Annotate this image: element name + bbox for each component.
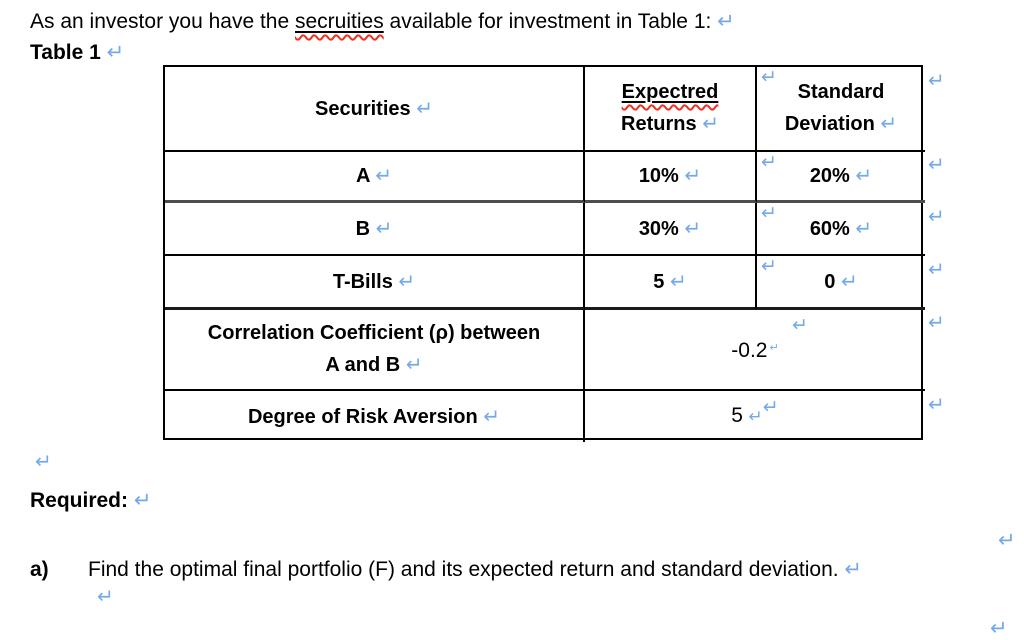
header-deviation-text: Deviation <box>784 113 875 135</box>
row-end-return-mark-icon: ↵ <box>928 204 945 228</box>
header-cell-standard-deviation: ↵ Standard Deviation ↵ <box>757 67 925 152</box>
row-end-return-mark-icon: ↵ <box>928 68 945 92</box>
row-tbills-security-cell: T-Bills ↵ <box>165 256 585 310</box>
risk-aversion-label: Degree of Risk Aversion <box>247 405 478 428</box>
return-mark-icon: ↵ <box>398 268 416 293</box>
securities-table: Securities ↵ Expectred Returns ↵ ↵ Stand… <box>163 65 925 442</box>
intro-line: As an investor you have the secruities a… <box>30 8 735 35</box>
correlation-label-cell: Correlation Coefficient (ρ) between A an… <box>165 310 585 391</box>
return-value: 10% <box>638 165 679 187</box>
row-b-return-cell: 30% ↵ <box>585 203 757 256</box>
stddev-value: 60% <box>809 217 850 240</box>
row-b-stddev-cell: ↵ 60% ↵ <box>757 203 925 256</box>
item-a-text: Find the optimal final portfolio (F) and… <box>88 558 845 581</box>
row-end-return-mark-icon: ↵ <box>928 152 945 176</box>
return-mark-icon: ↵ <box>748 407 763 427</box>
return-mark-icon: ↵ <box>669 268 687 293</box>
misspelled-header-word: Expectred <box>621 81 719 103</box>
cell-corner-return-mark-icon: ↵ <box>761 202 777 224</box>
correlation-label-line1: Correlation Coefficient (ρ) between <box>207 322 541 344</box>
security-label: A <box>355 165 370 187</box>
header-cell-expected-returns: Expectred Returns ↵ <box>585 67 757 152</box>
row-a-stddev-cell: ↵ 20% ↵ <box>757 152 925 203</box>
correlation-label-line2: A and B <box>325 354 401 376</box>
row-end-return-mark-icon: ↵ <box>928 257 945 281</box>
risk-aversion-value: 5 <box>731 404 743 427</box>
stddev-value: 20% <box>809 165 850 187</box>
return-mark-icon: ↵ <box>855 215 873 240</box>
required-heading: Required: ↵ <box>30 487 151 514</box>
return-mark-icon: ↵ <box>133 488 152 512</box>
header-standard-text: Standard <box>797 81 885 103</box>
row-tbills-return-cell: 5 ↵ <box>585 256 757 310</box>
return-mark-icon: ↵ <box>405 352 423 376</box>
row-end-return-mark-icon: ↵ <box>928 392 945 416</box>
return-mark-icon: ↵ <box>684 163 702 187</box>
row-b-security-cell: B ↵ <box>165 203 585 256</box>
paragraph-return-mark-icon: ↵ <box>35 449 52 473</box>
return-mark-icon: ↵ <box>375 215 393 240</box>
row-end-return-mark-icon: ↵ <box>928 310 945 334</box>
item-a-marker: a) <box>30 558 49 581</box>
security-label: T-Bills <box>332 270 393 293</box>
paragraph-return-mark-icon: ↵ <box>990 616 1008 640</box>
table-caption-text: Table 1 <box>30 41 101 64</box>
return-mark-icon: ↵ <box>416 95 433 120</box>
header-securities-text: Securities <box>315 97 411 120</box>
risk-aversion-value-cell: 5 ↵↵ <box>585 391 925 442</box>
row-tbills-stddev-cell: ↵ 0 ↵ <box>757 256 925 310</box>
return-mark-icon: ↵ <box>702 111 719 135</box>
correlation-value-cell: ↵ -0.2 ↵ <box>585 310 925 391</box>
row-a-security-cell: A ↵ <box>165 152 585 203</box>
cell-corner-return-mark-icon: ↵ <box>761 66 777 88</box>
cell-corner-return-mark-icon: ↵ <box>761 255 777 277</box>
required-label: Required: <box>30 489 129 512</box>
intro-suffix: available for investment in Table 1: <box>383 10 718 33</box>
table-caption: Table 1 ↵ <box>30 39 124 66</box>
cell-corner-return-mark-icon: ↵ <box>761 151 777 173</box>
return-mark-icon: ↵ <box>684 215 702 240</box>
small-return-mark-icon: ↵ <box>769 341 779 354</box>
return-value: 30% <box>638 217 679 240</box>
return-mark-icon: ↵ <box>483 403 501 428</box>
misspelled-word: secruities <box>295 10 384 33</box>
row-a-return-cell: 10% ↵ <box>585 152 757 203</box>
question-item-a: a) Find the optimal final portfolio (F) a… <box>30 556 1010 583</box>
return-mark-icon: ↵ <box>855 163 873 187</box>
header-returns-text: Returns <box>621 113 697 135</box>
return-mark-icon: ↵ <box>106 40 125 64</box>
raised-return-mark-icon: ↵ <box>792 314 808 336</box>
risk-aversion-label-cell: Degree of Risk Aversion ↵ <box>165 391 585 442</box>
return-mark-icon: ↵ <box>717 9 735 33</box>
header-cell-securities: Securities ↵ <box>165 67 585 152</box>
return-value: 5 <box>653 270 665 293</box>
return-mark-icon: ↵ <box>844 557 863 581</box>
paragraph-return-mark-icon: ↵ <box>97 584 114 608</box>
return-mark-icon: ↵ <box>375 163 393 187</box>
intro-prefix: As an investor you have the <box>30 10 295 33</box>
return-mark-icon: ↵ <box>840 268 858 293</box>
security-label: B <box>355 217 371 240</box>
stddev-value: 0 <box>824 270 836 293</box>
return-mark-icon: ↵ <box>880 111 898 135</box>
correlation-value: -0.2 <box>731 339 768 362</box>
paragraph-return-mark-icon: ↵ <box>998 528 1016 552</box>
raised-return-mark-icon: ↵ <box>762 396 779 418</box>
